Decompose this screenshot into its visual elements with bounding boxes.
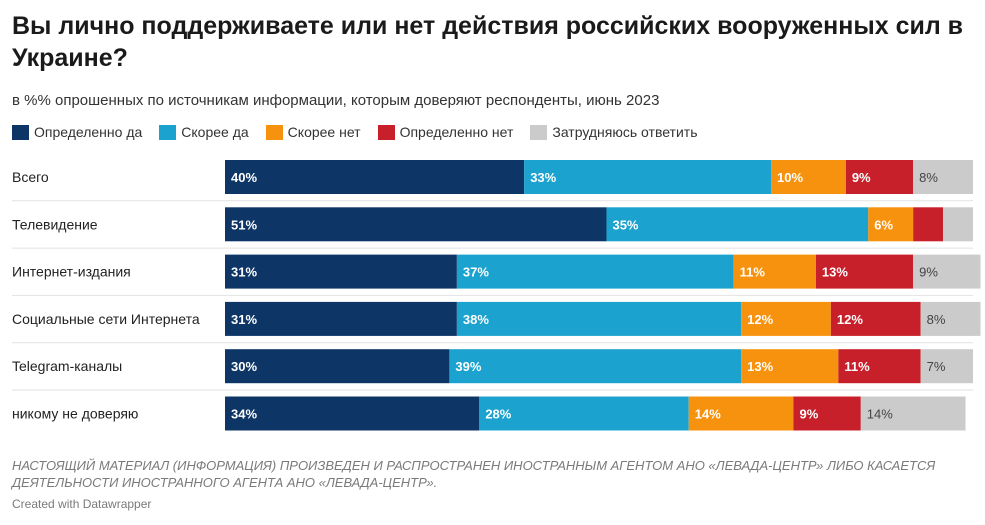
legend-item: Скорее нет (265, 124, 361, 140)
data-label: 14% (867, 407, 893, 422)
bar-segment (225, 207, 607, 242)
bar-segment (225, 254, 457, 289)
data-label: 6% (874, 217, 893, 232)
category-label: никому не доверяю (12, 406, 138, 422)
bar-row: никому не доверяю 34% 28% 14% 9% 14% (12, 389, 973, 431)
data-label: 34% (231, 407, 257, 422)
legend-swatch (12, 124, 29, 140)
bar-segment (845, 160, 914, 194)
legend-item: Определенно нет (377, 124, 514, 140)
bar-segment (225, 160, 525, 194)
bar-row: Интернет-издания 31% 37% 11% 13% 9% (12, 247, 981, 289)
legend-item: Скорее да (159, 124, 249, 140)
legend-swatch (530, 124, 548, 140)
bar-segment (606, 207, 869, 242)
bar-segment (524, 160, 772, 194)
data-label: 14% (695, 407, 721, 422)
legend: Определенно да Скорее да Скорее нет Определ… (12, 124, 714, 140)
data-label: 9% (852, 170, 871, 185)
data-label: 39% (455, 359, 481, 374)
data-label: 30% (231, 359, 257, 374)
bar-row: Социальные сети Интернета 31% 38% 12% 12% 8% (12, 294, 981, 336)
data-label: 28% (485, 407, 511, 422)
bar-segment (913, 160, 973, 194)
bar-segment (913, 254, 981, 289)
bar-segment (815, 254, 914, 289)
data-label: 11% (844, 359, 870, 374)
legend-label: Скорее да (181, 124, 249, 140)
category-label: Интернет-издания (12, 264, 131, 280)
bar-row: Telegram-каналы 30% 39% 13% 11% 7% (12, 342, 973, 384)
bar-segment (838, 349, 921, 384)
bar-segment (868, 207, 914, 242)
legend-item: Затрудняюсь ответить (530, 124, 697, 140)
legend-label: Определенно да (34, 124, 143, 140)
legend-swatch (265, 124, 283, 140)
bar-segment (771, 160, 846, 194)
category-label: Всего (12, 169, 49, 185)
legend-swatch (159, 124, 177, 140)
bar-segment (920, 349, 973, 384)
bar-segment (479, 396, 689, 431)
bar-segment (225, 396, 480, 431)
bar-segment (733, 254, 816, 289)
data-label: 7% (927, 359, 946, 374)
chart-subtitle: в %% опрошенных по источникам информации… (12, 92, 660, 109)
bar-segment (688, 396, 794, 431)
legend-label: Скорее нет (287, 124, 361, 140)
legend-swatch (377, 124, 395, 140)
bar-segment (449, 349, 742, 384)
data-label: 35% (612, 217, 638, 232)
data-label: 9% (919, 265, 938, 280)
data-label: 11% (740, 265, 766, 280)
bar-segment (225, 349, 450, 384)
data-label: 31% (231, 265, 257, 280)
data-label: 8% (927, 312, 946, 327)
bar-segment (741, 349, 839, 384)
bar-segment (830, 301, 921, 336)
legend-label: Затрудняюсь ответить (552, 124, 698, 140)
data-label: 12% (837, 312, 863, 327)
data-label: 13% (747, 359, 773, 374)
bar-segment (943, 207, 973, 242)
data-label: 31% (231, 312, 257, 327)
bar-segment (456, 301, 742, 336)
bar-segment (225, 301, 457, 336)
bar-segment (913, 207, 944, 242)
data-label: 10% (777, 170, 803, 185)
data-label: 40% (231, 170, 257, 185)
data-label: 12% (747, 312, 773, 327)
chart-title: Вы лично поддерживаете или нет действия … (12, 12, 964, 72)
bar-segment (860, 396, 966, 431)
foreign-agent-disclaimer: НАСТОЯЩИЙ МАТЕРИАЛ (ИНФОРМАЦИЯ) ПРОИЗВЕД… (12, 458, 936, 490)
datawrapper-credit: Created with Datawrapper (12, 497, 152, 511)
bar-segment (456, 254, 734, 289)
bar-row: Всего 40% 33% 10% 9% 8% (12, 160, 973, 194)
data-label: 38% (463, 312, 489, 327)
bar-segment (741, 301, 831, 336)
data-label: 13% (822, 265, 848, 280)
stacked-bar-chart: Всего 40% 33% 10% 9% 8% Телевидение 51% 35% 6% Инт… (12, 160, 981, 431)
bar-segment (793, 396, 861, 431)
legend-item: Определенно да (12, 124, 142, 140)
legend-label: Определенно нет (399, 124, 514, 140)
data-label: 37% (463, 265, 489, 280)
data-label: 9% (799, 407, 818, 422)
data-label: 51% (231, 217, 257, 232)
data-label: 8% (919, 170, 938, 185)
bar-row: Телевидение 51% 35% 6% (12, 200, 973, 242)
category-label: Telegram-каналы (12, 358, 122, 374)
bar-segment (920, 301, 981, 336)
category-label: Телевидение (12, 216, 98, 232)
data-label: 33% (530, 170, 556, 185)
category-label: Социальные сети Интернета (12, 311, 200, 327)
